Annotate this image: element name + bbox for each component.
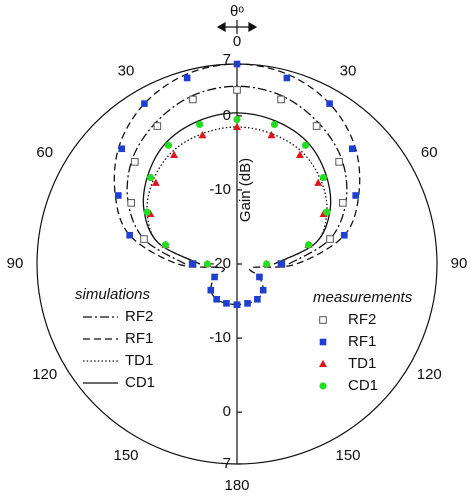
- legend-marker: [319, 316, 327, 324]
- measured-point: [164, 141, 173, 149]
- measured-point: [263, 260, 271, 268]
- measured-point: [213, 295, 220, 303]
- radial-tick-label: -10: [209, 329, 231, 346]
- measured-point: [233, 115, 241, 124]
- measured-point: [170, 150, 179, 158]
- measured-point: [233, 60, 241, 68]
- arrow-head: [216, 21, 226, 33]
- radial-tick-label: 7: [223, 51, 231, 68]
- measured-point: [278, 260, 285, 268]
- legend-label: RF2: [125, 308, 153, 325]
- measured-point: [312, 122, 321, 130]
- radial-axis-label: Gain (dB): [237, 158, 254, 222]
- measured-point: [259, 286, 267, 294]
- measured-point: [207, 286, 215, 294]
- angle-tick-label: 0: [233, 33, 241, 50]
- angle-tick-label: 120: [32, 366, 57, 383]
- legend-marker: [319, 382, 327, 390]
- measured-point: [301, 141, 310, 149]
- legend-label: TD1: [125, 352, 153, 369]
- arrow-head: [248, 21, 258, 33]
- radial-tick-label: -20: [209, 255, 231, 272]
- measured-point: [295, 150, 304, 158]
- sim-line: [142, 112, 332, 265]
- measured-point: [161, 241, 170, 249]
- radial-tick-label: -10: [209, 181, 231, 198]
- measured-point: [115, 192, 122, 199]
- measured-point: [151, 178, 160, 186]
- measured-point: [326, 100, 333, 107]
- measured-point: [339, 199, 347, 207]
- angle-axis-label: θᵒ: [230, 3, 244, 20]
- angle-tick-label: 30: [340, 63, 357, 80]
- angle-tick-label: 180: [224, 477, 249, 494]
- legend-marker: [319, 338, 327, 346]
- measured-point: [196, 120, 204, 129]
- measured-point: [198, 131, 207, 139]
- measured-point: [153, 122, 162, 130]
- measured-point: [146, 173, 155, 182]
- angle-tick-label: 150: [113, 447, 138, 464]
- legend-label: RF1: [125, 330, 153, 347]
- legend-label: RF1: [348, 333, 376, 350]
- measured-point: [352, 192, 359, 199]
- measured-point: [127, 199, 135, 207]
- legend-title: simulations: [75, 286, 151, 303]
- radial-tick-label: 7: [223, 455, 231, 472]
- measured-point: [126, 231, 133, 239]
- angle-tick-label: 90: [451, 255, 468, 272]
- measured-point: [140, 235, 148, 243]
- legend-label: CD1: [348, 377, 378, 394]
- measured-point: [254, 295, 261, 303]
- angle-tick-label: 30: [118, 63, 135, 80]
- legend-label: RF2: [348, 311, 376, 328]
- measured-point: [323, 208, 331, 216]
- measured-point: [141, 100, 148, 107]
- radial-tick-label: 0: [223, 107, 231, 124]
- angle-tick-label: 150: [335, 447, 360, 464]
- legend-title: measurements: [313, 289, 413, 306]
- measured-point: [304, 241, 313, 249]
- measured-point: [233, 122, 241, 130]
- radial-tick-label: 0: [223, 403, 231, 420]
- measured-point: [267, 131, 276, 139]
- measured-point: [319, 173, 328, 182]
- angle-tick-label: 60: [36, 144, 53, 161]
- measured-point: [256, 273, 263, 281]
- measured-point: [277, 95, 285, 104]
- measured-point: [335, 158, 343, 166]
- measured-point: [326, 235, 334, 243]
- legend-marker: [319, 359, 327, 367]
- measured-point: [203, 260, 211, 268]
- measured-point: [270, 120, 278, 129]
- measured-point: [314, 178, 323, 186]
- angle-tick-label: 120: [417, 366, 442, 383]
- measured-point: [233, 301, 241, 309]
- legend-label: TD1: [348, 355, 376, 372]
- measured-point: [189, 260, 196, 268]
- measured-point: [211, 273, 218, 281]
- measured-point: [223, 300, 230, 307]
- measured-point: [183, 74, 191, 82]
- angle-arrows: [216, 20, 258, 34]
- measured-point: [244, 300, 251, 307]
- measured-point: [131, 158, 139, 166]
- measured-point: [118, 145, 126, 153]
- angle-tick-label: 60: [421, 144, 438, 161]
- angle-tick-label: 90: [7, 255, 24, 272]
- measured-point: [143, 208, 151, 216]
- legend-label: CD1: [125, 374, 155, 391]
- measured-point: [233, 86, 241, 94]
- measured-point: [189, 95, 197, 104]
- measured-point: [348, 145, 356, 153]
- measured-point: [341, 231, 348, 239]
- measured-point: [283, 74, 291, 82]
